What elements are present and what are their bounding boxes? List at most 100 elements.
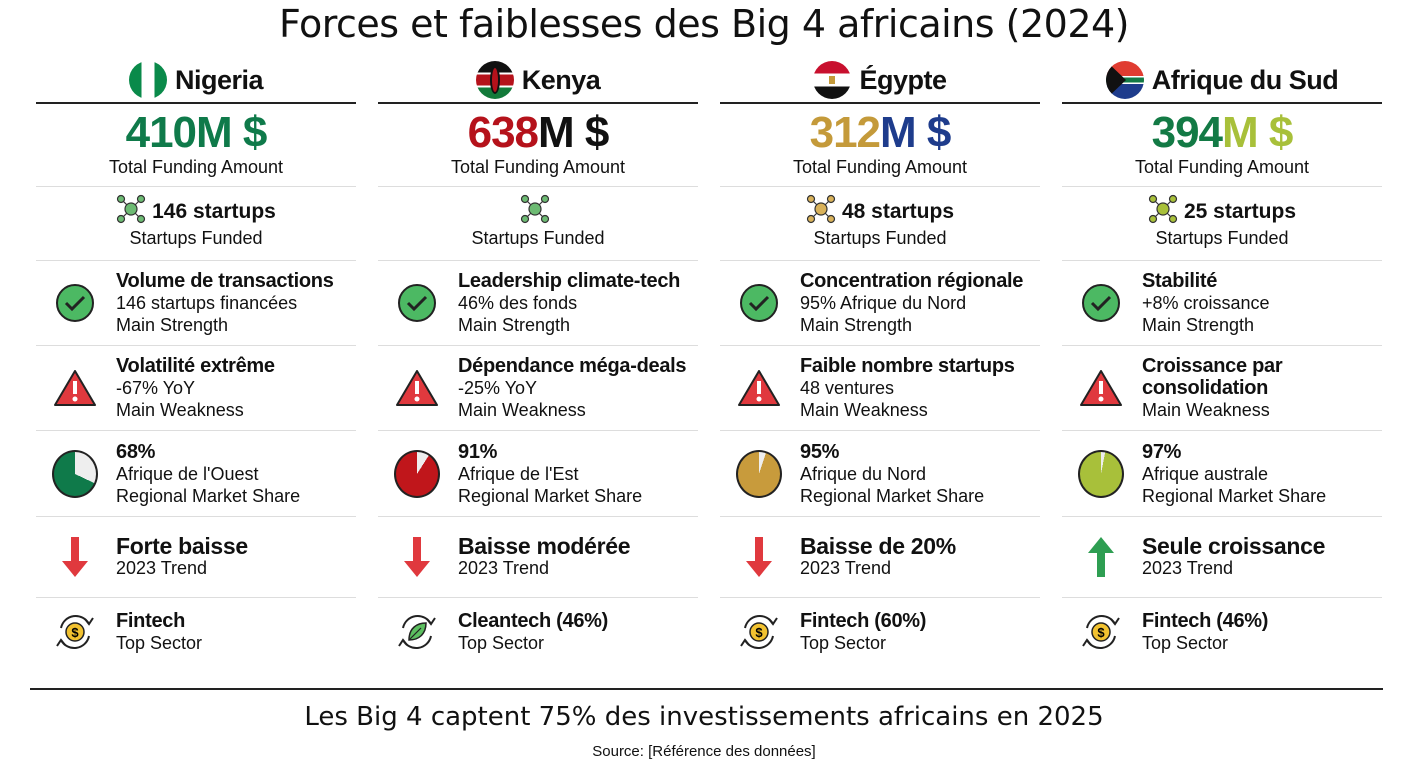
weakness-title: Faible nombre startups	[800, 355, 1015, 377]
sector-title: Fintech (46%)	[1142, 609, 1269, 632]
sector-row: $ Fintech (60%) Top Sector	[720, 598, 1040, 665]
svg-text:$: $	[1097, 625, 1105, 640]
funding-block: 638M $ Total Funding Amount	[378, 104, 698, 187]
check-circle-icon	[52, 280, 98, 326]
arrow-up-icon	[1078, 534, 1124, 580]
network-icon	[520, 194, 550, 230]
source-note: Source: [Référence des données]	[592, 743, 816, 760]
warning-icon	[52, 365, 98, 411]
strength-detail: 95% Afrique du Nord	[800, 293, 967, 313]
leaf-cycle-icon	[394, 609, 440, 655]
strength-title: Stabilité	[1142, 270, 1218, 292]
check-circle-icon	[1078, 280, 1124, 326]
footer-summary: Les Big 4 captent 75% des investissement…	[304, 702, 1104, 732]
egypt-flag-icon	[813, 61, 852, 99]
sector-label: Top Sector	[1142, 632, 1229, 653]
warning-icon	[736, 365, 782, 411]
funding-amount: 410	[125, 108, 197, 157]
strength-label: Main Strength	[458, 315, 571, 335]
country-column: Kenya 638M $ Total Funding Amount Startu…	[378, 58, 698, 665]
startups-label: Startups Funded	[1155, 228, 1289, 248]
share-label: Regional Market Share	[800, 485, 985, 506]
trend-row: Forte baisse 2023 Trend	[36, 517, 356, 598]
funding-label: Total Funding Amount	[1134, 157, 1310, 177]
weakness-title: Dépendance méga-deals	[458, 355, 687, 377]
strength-title: Concentration régionale	[800, 270, 1024, 292]
sector-label: Top Sector	[116, 632, 203, 653]
country-header: Afrique du Sud	[1062, 58, 1382, 104]
weakness-label: Main Weakness	[116, 400, 244, 420]
weakness-label: Main Weakness	[1142, 400, 1270, 420]
country-column: Nigeria 410M $ Total Funding Amount 146 …	[36, 58, 356, 665]
funding-block: 394M $ Total Funding Amount	[1062, 104, 1382, 187]
nigeria-flag-icon	[128, 61, 167, 99]
network-icon	[116, 194, 146, 230]
trend-label: 2023 Trend	[800, 558, 892, 578]
trend-label: 2023 Trend	[1142, 558, 1234, 578]
strength-detail: 46% des fonds	[458, 293, 578, 313]
funding-block: 312M $ Total Funding Amount	[720, 104, 1040, 187]
share-row: 97% Afrique australe Regional Market Sha…	[1062, 431, 1382, 517]
strength-label: Main Strength	[1142, 315, 1255, 335]
market-share-pie-icon	[736, 449, 782, 498]
startups-count: 48 startups	[841, 200, 955, 223]
funding-unit: M $	[196, 108, 267, 157]
sector-row: Cleantech (46%) Top Sector	[378, 598, 698, 665]
south-africa-flag-icon	[1105, 61, 1144, 99]
arrow-down-icon	[52, 534, 98, 580]
strength-detail: 146 startups financées	[116, 293, 298, 313]
country-header: Égypte	[720, 58, 1040, 104]
share-label: Regional Market Share	[116, 485, 301, 506]
trend-title: Baisse de 20%	[800, 533, 956, 559]
share-row: 95% Afrique du Nord Regional Market Shar…	[720, 431, 1040, 517]
share-label: Regional Market Share	[1142, 485, 1327, 506]
dollar-cycle-icon: $	[736, 609, 782, 655]
weakness-title: Volatilité extrême	[116, 355, 275, 377]
trend-row: Baisse de 20% 2023 Trend	[720, 517, 1040, 598]
sector-label: Top Sector	[458, 632, 545, 653]
trend-label: 2023 Trend	[116, 558, 208, 578]
divider	[30, 688, 1383, 690]
warning-icon	[1078, 365, 1124, 411]
share-region: Afrique australe	[1142, 463, 1269, 484]
startups-block: 25 startups Startups Funded	[1062, 187, 1382, 261]
weakness-row: Faible nombre startups 48 ventures Main …	[720, 346, 1040, 431]
share-percent: 91%	[458, 440, 498, 463]
funding-label: Total Funding Amount	[792, 157, 968, 177]
network-icon	[1148, 194, 1178, 230]
startups-block: Startups Funded	[378, 187, 698, 261]
startups-count: 146 startups	[152, 200, 276, 223]
weakness-detail: -67% YoY	[116, 378, 196, 398]
country-header: Nigeria	[36, 58, 356, 104]
startups-block: 146 startups Startups Funded	[36, 187, 356, 261]
funding-amount: 638	[467, 108, 539, 157]
funding-unit: M $	[538, 108, 609, 157]
share-percent: 97%	[1142, 440, 1182, 463]
weakness-label: Main Weakness	[458, 400, 586, 420]
page-title: Forces et faiblesses des Big 4 africains…	[278, 2, 1130, 46]
sector-row: $ Fintech (46%) Top Sector	[1062, 598, 1382, 665]
share-region: Afrique du Nord	[800, 463, 927, 484]
country-column: Égypte 312M $ Total Funding Amount 48 st…	[720, 58, 1040, 665]
sector-label: Top Sector	[800, 632, 887, 653]
sector-row: $ Fintech Top Sector	[36, 598, 356, 665]
weakness-detail: 48 ventures	[800, 378, 895, 398]
sector-title: Fintech (60%)	[800, 609, 927, 632]
startups-label: Startups Funded	[813, 228, 947, 248]
strength-label: Main Strength	[800, 315, 913, 335]
startups-count: 25 startups	[1183, 200, 1297, 223]
country-header: Kenya	[378, 58, 698, 104]
share-percent: 68%	[116, 440, 156, 463]
share-region: Afrique de l'Est	[458, 463, 579, 484]
strength-label: Main Strength	[116, 315, 229, 335]
country-name: Nigeria	[174, 64, 264, 95]
trend-title: Seule croissance	[1142, 533, 1326, 559]
strength-row: Volume de transactions 146 startups fina…	[36, 261, 356, 346]
funding-amount: 394	[1151, 108, 1223, 157]
funding-unit: M $	[880, 108, 951, 157]
trend-title: Baisse modérée	[458, 533, 631, 559]
weakness-detail: -25% YoY	[458, 378, 538, 398]
country-name: Égypte	[859, 64, 947, 95]
svg-text:$: $	[71, 625, 79, 640]
market-share-pie-icon	[1078, 449, 1124, 498]
